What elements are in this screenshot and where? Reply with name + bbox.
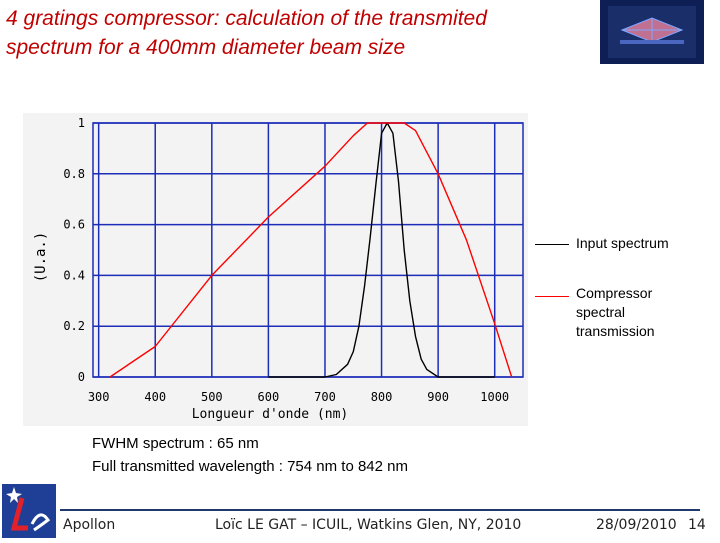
spectrum-chart: 300 400 500 600 700 800 900 1000 0 0.2 0.4 0.6 0.8 1 … xyxy=(23,113,528,426)
slide-title: 4 gratings compressor: calculation of th… xyxy=(6,4,596,62)
x-tick-label: 400 xyxy=(144,390,166,404)
lens-logo-icon xyxy=(600,0,704,64)
y-tick-label: 0.6 xyxy=(63,218,85,232)
x-tick-label: 1000 xyxy=(480,390,509,404)
y-tick-label: 0 xyxy=(78,370,85,384)
footer-center: Loïc LE GAT – ICUIL, Watkins Glen, NY, 2… xyxy=(215,517,522,533)
x-tick-label: 600 xyxy=(258,390,280,404)
title-line-2: spectrum for a 400mm diameter beam size xyxy=(6,36,406,59)
legend-compressor-label: Compressor spectral transmission xyxy=(576,284,655,341)
y-tick-label: 0.8 xyxy=(63,167,85,181)
compressor-transmission-line xyxy=(109,122,513,378)
y-tick-label: 0.2 xyxy=(63,319,85,333)
x-tick-label: 900 xyxy=(427,390,449,404)
legend-compressor-line-3: transmission xyxy=(576,323,655,339)
range-note: Full transmitted wavelength : 754 nm to … xyxy=(92,458,408,475)
footer-page: 14 xyxy=(688,517,706,533)
x-tick-label: 800 xyxy=(371,390,393,404)
footer-divider xyxy=(60,509,700,511)
fwhm-note: FWHM spectrum : 65 nm xyxy=(92,435,259,452)
x-tick-label: 700 xyxy=(314,390,336,404)
x-tick-label: 500 xyxy=(201,390,223,404)
y-axis-label: (U.a.) xyxy=(33,232,49,283)
legend-compressor-line-1: Compressor xyxy=(576,285,653,301)
x-axis-label: Longueur d'onde (nm) xyxy=(192,407,349,422)
laser-logo-icon xyxy=(2,484,56,538)
footer-left: Apollon xyxy=(63,517,116,533)
legend-input-label: Input spectrum xyxy=(576,235,669,251)
legend-compressor-line-2: spectral xyxy=(576,304,626,320)
y-tick-label: 1 xyxy=(78,116,85,130)
x-tick-label: 300 xyxy=(88,390,110,404)
title-line-1: 4 gratings compressor: calculation of th… xyxy=(6,7,487,30)
footer-date: 28/09/2010 xyxy=(596,517,677,533)
legend-input-line xyxy=(535,244,569,245)
legend-compressor-line xyxy=(535,296,569,297)
notes-block: FWHM spectrum : 65 nm Full transmitted w… xyxy=(92,432,408,478)
y-tick-label: 0.4 xyxy=(63,268,85,282)
